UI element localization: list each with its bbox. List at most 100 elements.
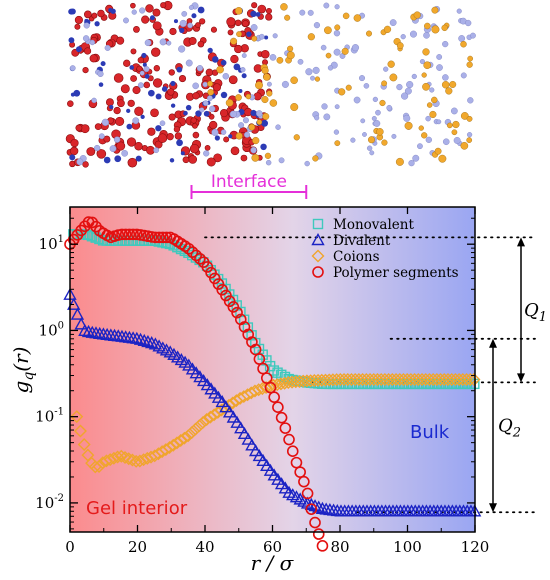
data-point-triangle: [252, 448, 267, 462]
snapshot-polymer-bead: [120, 84, 130, 94]
snapshot-monovalent-ion: [466, 132, 473, 138]
snapshot-coion: [426, 102, 433, 108]
snapshot-coion: [269, 99, 278, 107]
data-point-diamond: [181, 429, 195, 443]
snapshot-polymer-bead: [70, 138, 79, 148]
snapshot-polymer-bead: [265, 13, 273, 21]
snapshot-coion: [424, 22, 431, 30]
snapshot-polymer-bead: [152, 8, 161, 17]
x-tick-label: 60: [263, 538, 282, 556]
snapshot-divalent-ion: [141, 52, 147, 59]
snapshot-coion: [263, 73, 271, 81]
q1-arrow-arrowhead-top: [517, 237, 525, 247]
snapshot-polymer-bead: [134, 142, 143, 151]
snapshot-monovalent-ion: [470, 32, 476, 39]
snapshot-divalent-ion: [185, 104, 192, 111]
data-point-circle: [275, 411, 288, 424]
snapshot-monovalent-ion: [465, 19, 472, 27]
snapshot-monovalent-ion: [166, 40, 172, 46]
snapshot-divalent-ion: [84, 18, 89, 24]
snapshot-polymer-bead: [169, 27, 177, 36]
data-point-diamond: [73, 424, 87, 438]
snapshot-monovalent-ion: [281, 80, 289, 88]
snapshot-coion: [245, 93, 252, 100]
data-point-diamond: [166, 438, 180, 452]
snapshot-monovalent-ion: [307, 9, 314, 16]
data-point-diamond: [129, 454, 143, 468]
interface-label: Interface: [211, 172, 287, 192]
snapshot-monovalent-ion: [109, 145, 117, 153]
snapshot-coion: [449, 80, 457, 88]
snapshot-coion: [293, 134, 300, 141]
data-point-triangle: [300, 496, 315, 509]
snapshot-monovalent-ion: [310, 75, 315, 81]
snapshot-coion: [404, 121, 413, 130]
snapshot-monovalent-ion: [453, 136, 461, 144]
snapshot-divalent-ion: [140, 114, 145, 119]
snapshot-divalent-ion: [149, 15, 155, 21]
snapshot-polymer-bead: [143, 81, 151, 89]
gel-interior-label: Gel interior: [86, 498, 188, 519]
snapshot-divalent-ion: [170, 80, 176, 87]
axes: 0 20 40 60 80 100 120 10-2 10-1 100 101: [35, 207, 489, 556]
snapshot-polymer-bead: [89, 54, 98, 63]
data-point-diamond: [174, 434, 188, 448]
snapshot-monovalent-ion: [222, 73, 230, 80]
snapshot-monovalent-ion: [362, 132, 367, 137]
snapshot-coion: [251, 154, 260, 162]
data-point-diamond: [467, 372, 481, 386]
data-point-circle: [253, 353, 266, 365]
data-point-circle: [249, 343, 262, 356]
snapshot-monovalent-ion: [278, 157, 285, 164]
x-tick-label: 20: [128, 538, 147, 556]
snapshot-monovalent-ion: [132, 117, 140, 125]
snapshot-coion: [345, 84, 352, 91]
snapshot-monovalent-ion: [363, 83, 370, 89]
snapshot-polymer-bead: [192, 131, 200, 139]
snapshot-polymer-bead: [126, 137, 137, 147]
snapshot-monovalent-ion: [91, 97, 97, 104]
snapshot-monovalent-ion: [220, 129, 227, 135]
snapshot-polymer-bead: [206, 157, 216, 167]
snapshot-divalent-ion: [180, 151, 185, 156]
snapshot-coion: [276, 56, 284, 64]
snapshot-polymer-bead: [116, 36, 125, 45]
snapshot-divalent-ion: [255, 12, 261, 17]
snapshot-polymer-bead: [204, 145, 211, 151]
snapshot-divalent-ion: [233, 63, 241, 71]
snapshot-coion: [418, 125, 424, 131]
snapshot-monovalent-ion: [419, 59, 425, 65]
snapshot-monovalent-ion: [456, 8, 462, 14]
snapshot-coion: [460, 141, 469, 150]
data-point-circle: [316, 540, 329, 552]
snapshot-coion: [366, 30, 372, 37]
snapshot-polymer-bead: [117, 99, 125, 108]
snapshot-coion: [421, 132, 428, 139]
snapshot-polymer-bead: [67, 100, 74, 107]
snapshot-polymer-bead: [130, 75, 137, 82]
data-point-circle: [290, 456, 303, 469]
x-tick-label: 40: [195, 538, 214, 556]
snapshot-divalent-ion: [203, 110, 210, 117]
legend-label: Monovalent: [333, 217, 414, 233]
data-point-triangle: [81, 324, 96, 338]
data-point-circle: [205, 266, 217, 279]
snapshot-divalent-ion: [260, 143, 267, 151]
snapshot-coion: [438, 154, 447, 163]
snapshot-monovalent-ion: [101, 118, 109, 126]
legend-marker-circle: [312, 266, 324, 278]
snapshot-divalent-ion: [144, 74, 150, 79]
data-point-circle: [309, 516, 321, 529]
snapshot-coion: [395, 157, 404, 166]
snapshot-monovalent-ion: [391, 133, 397, 139]
snapshot-monovalent-ion: [312, 66, 320, 74]
snapshot-monovalent-ion: [159, 120, 166, 127]
molecular-snapshot-image: [65, 0, 478, 168]
snapshot-coion: [325, 52, 332, 59]
data-point-circle: [127, 228, 139, 241]
data-point-triangle: [144, 336, 159, 349]
snapshot-monovalent-ion: [334, 104, 340, 110]
snapshot-divalent-ion: [179, 27, 185, 33]
snapshot-monovalent-ion: [442, 74, 449, 81]
